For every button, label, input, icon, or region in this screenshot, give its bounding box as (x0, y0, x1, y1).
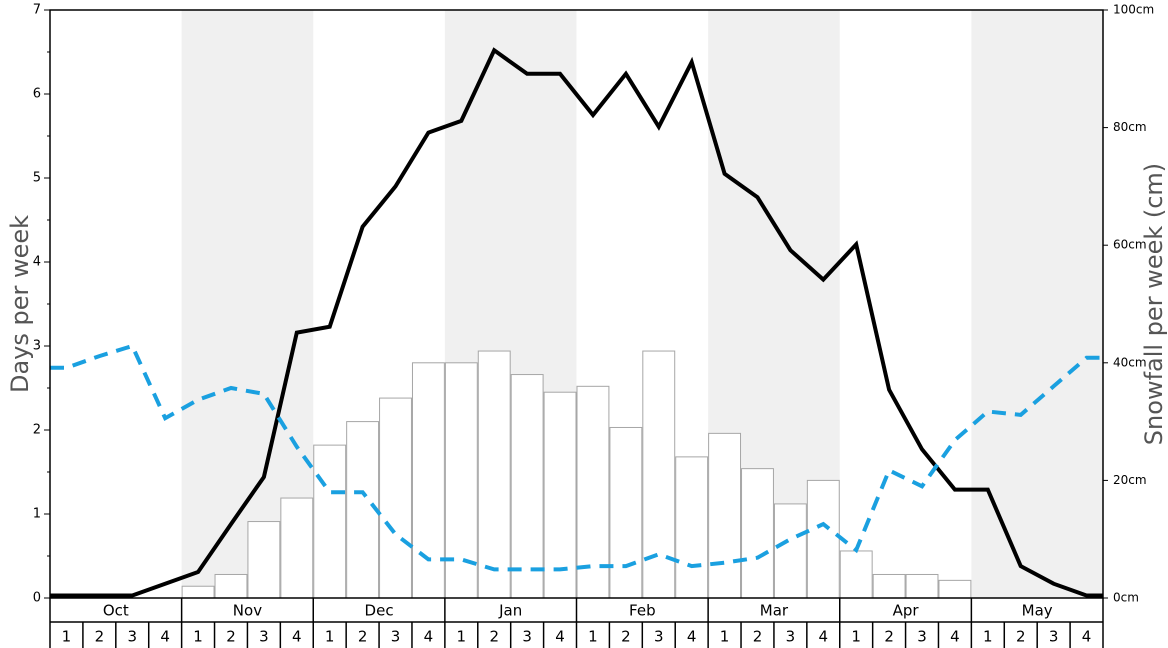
snowfall-bar (510, 374, 544, 599)
week-label: 4 (555, 628, 565, 646)
week-label: 3 (654, 628, 664, 646)
snowfall-bar (181, 585, 215, 599)
snowfall-bar (806, 479, 840, 599)
snowfall-bar (741, 468, 774, 599)
snowfall-bar (872, 573, 906, 599)
snowfall-bar (346, 421, 380, 599)
month-label: May (1022, 602, 1053, 620)
snowfall-bar (214, 573, 248, 599)
left-tick-label: 2 (33, 423, 41, 438)
week-label: 1 (851, 628, 861, 646)
snowfall-bar (708, 432, 742, 599)
snowfall-bars (181, 350, 972, 599)
week-label: 3 (127, 628, 137, 646)
snowfall-bar (773, 503, 807, 599)
month-label: Apr (893, 602, 920, 620)
days-per-week-line (50, 47, 1103, 598)
left-tick-label: 3 (33, 339, 41, 354)
week-label: 1 (588, 628, 598, 646)
week-label: 3 (259, 628, 269, 646)
left-tick-label: 4 (33, 255, 41, 270)
week-label: 3 (786, 628, 796, 646)
left-tick-label: 5 (33, 171, 41, 186)
left-tick-label: 7 (33, 3, 41, 18)
week-label: 4 (1082, 628, 1092, 646)
dashed-line (50, 343, 1103, 572)
month-label: Feb (629, 602, 656, 620)
left-tick-label: 0 (33, 591, 41, 606)
week-label: 3 (1049, 628, 1059, 646)
left-axis: 0 1 2 3 4 5 6 7 (33, 3, 50, 606)
snowfall-bar (477, 350, 511, 599)
left-tick-label: 6 (33, 87, 41, 102)
week-label: 3 (391, 628, 401, 646)
week-label: 1 (457, 628, 467, 646)
right-tick-label: 40cm (1113, 355, 1147, 369)
snowfall-bar (839, 550, 873, 599)
week-label: 2 (884, 628, 894, 646)
month-label: Oct (103, 602, 129, 620)
week-label: 1 (62, 628, 72, 646)
month-axis: Oct Nov Dec Jan Feb Mar Apr May (49, 598, 1104, 623)
snowfall-bar (938, 579, 972, 599)
snowfall-bar (543, 391, 577, 599)
snowfall-bar (247, 521, 281, 599)
week-label: 4 (687, 628, 697, 646)
week-label: 2 (621, 628, 631, 646)
week-label: 2 (489, 628, 499, 646)
week-label: 3 (917, 628, 927, 646)
right-tick-label: 80cm (1113, 120, 1147, 134)
y-left-label: Days per week (6, 215, 34, 393)
week-label: 1 (983, 628, 993, 646)
week-label: 2 (1016, 628, 1026, 646)
week-axis: 1 2 3 4 1 2 3 4 1 2 3 4 1 2 3 4 1 2 3 4 1 2 3 4 1 2 3 4 1 2 3 4 (49, 622, 1104, 648)
week-label: 1 (325, 628, 335, 646)
y-right-label: Snowfall per week (cm) (1140, 163, 1168, 445)
left-tick-label: 1 (33, 507, 41, 522)
right-tick-label: 100cm (1113, 3, 1154, 17)
snowfall-bar (642, 350, 676, 599)
week-label: 2 (753, 628, 763, 646)
week-label: 2 (358, 628, 368, 646)
week-label: 2 (95, 628, 105, 646)
right-axis: 0cm 20cm 40cm 60cm 80cm 100cm (1103, 3, 1154, 605)
week-label: 4 (292, 628, 302, 646)
month-label: Dec (365, 602, 394, 620)
month-label: Nov (233, 602, 262, 620)
snowfall-bar (905, 573, 939, 599)
week-label: 3 (522, 628, 532, 646)
week-label: 1 (193, 628, 203, 646)
month-label: Mar (760, 602, 789, 620)
week-label: 1 (720, 628, 730, 646)
right-tick-label: 20cm (1113, 473, 1147, 487)
snowfall-bar (313, 444, 347, 599)
week-label: 4 (950, 628, 960, 646)
week-label: 4 (160, 628, 170, 646)
snowfall-bar (280, 497, 314, 599)
week-label: 4 (819, 628, 829, 646)
shade-may (971, 10, 1103, 598)
week-label: 2 (226, 628, 236, 646)
snowfall-bar (411, 362, 445, 599)
week-label: 4 (424, 628, 434, 646)
snowfall-bar (379, 397, 412, 599)
right-tick-label: 0cm (1113, 591, 1139, 605)
snowfall-bar (675, 456, 709, 599)
right-tick-label: 60cm (1113, 238, 1147, 252)
snowfall-bar (609, 426, 643, 599)
month-label: Jan (498, 602, 522, 620)
